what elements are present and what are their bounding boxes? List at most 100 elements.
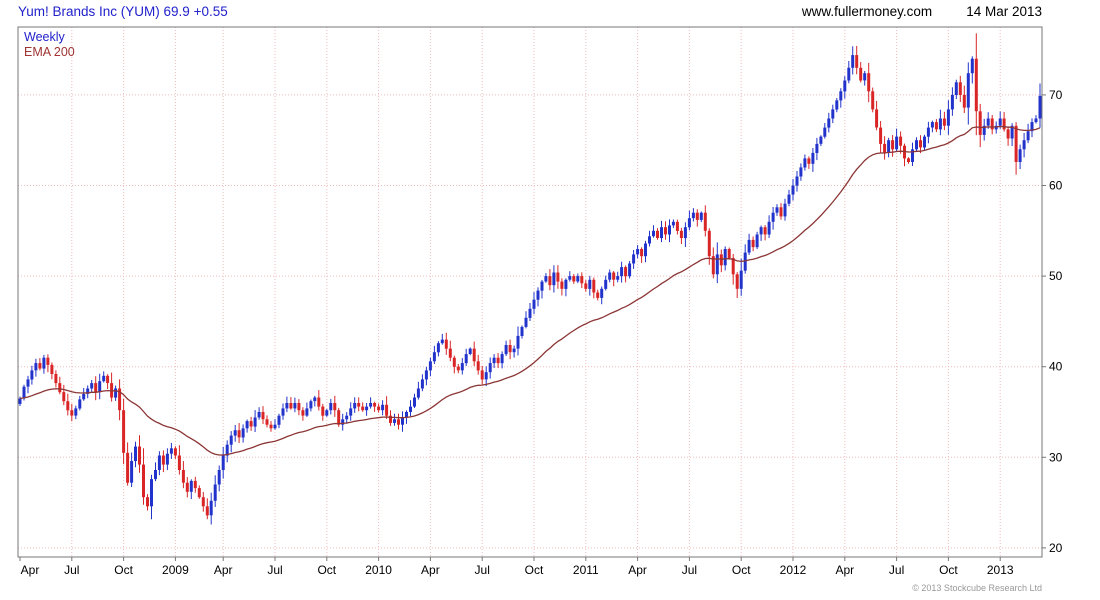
candle-body — [632, 254, 636, 264]
candle-body — [241, 428, 245, 438]
candle-body — [831, 109, 835, 119]
candle-body — [536, 290, 540, 300]
x-axis-label: Apr — [421, 563, 440, 577]
candle-body — [946, 109, 950, 126]
candle-body — [405, 412, 408, 418]
copyright-notice: © 2013 Stockcube Research Ltd — [912, 583, 1042, 593]
candle-body — [90, 383, 94, 389]
candle-body — [62, 392, 66, 402]
candle-body — [588, 279, 592, 289]
candle-body — [974, 58, 978, 112]
candle-body — [261, 412, 265, 420]
candle-body — [695, 212, 699, 220]
x-axis-label: Jul — [889, 563, 904, 577]
candle-body — [373, 403, 377, 407]
candle-body — [592, 279, 596, 293]
gridlines — [18, 27, 1042, 557]
x-axis-label: Apr — [835, 563, 854, 577]
site-url: www.fullermoney.com — [801, 4, 933, 19]
candle-body — [257, 412, 261, 418]
candle-body — [675, 221, 679, 231]
candle-body — [468, 348, 472, 354]
candle-body — [604, 279, 608, 289]
candle-body — [325, 410, 329, 416]
candle-body — [691, 212, 695, 219]
candle-body — [978, 111, 982, 135]
x-axis-label: 2013 — [987, 563, 1014, 577]
candle-body — [253, 417, 257, 427]
candle-body — [859, 67, 863, 81]
candle-body — [333, 403, 337, 411]
candle-body — [958, 82, 962, 95]
candle-body — [608, 272, 612, 280]
candle-body — [938, 118, 942, 130]
candle-body — [544, 276, 548, 282]
candle-body — [357, 403, 361, 407]
candle-body — [34, 363, 38, 371]
candle-body — [683, 227, 687, 239]
candle-body — [600, 288, 604, 298]
candle-body — [305, 408, 309, 416]
candle-body — [970, 58, 974, 74]
candle-body — [476, 361, 480, 371]
candle-body — [1002, 118, 1006, 130]
chart-date: 14 Mar 2013 — [966, 4, 1042, 19]
x-axis-label: 2012 — [780, 563, 807, 577]
candle-body — [301, 410, 305, 416]
candle-body — [803, 158, 807, 168]
candle-body — [165, 453, 169, 465]
candle-body — [82, 393, 86, 400]
candle-body — [791, 185, 795, 195]
candle-body — [173, 448, 177, 456]
candle-body — [664, 227, 667, 235]
candle-body — [18, 398, 22, 404]
candle-body — [273, 424, 277, 429]
legend-timeframe: Weekly — [24, 30, 65, 44]
candle-body — [106, 375, 110, 383]
candle-body — [644, 243, 647, 257]
candle-body — [269, 424, 273, 429]
candle-body — [22, 386, 26, 399]
candle-body — [237, 430, 241, 438]
candle-body — [249, 421, 253, 427]
candle-body — [911, 149, 914, 162]
candle-body — [225, 444, 229, 456]
candle-body — [783, 203, 787, 217]
candle-body — [1010, 125, 1014, 139]
candle-body — [779, 207, 783, 217]
candle-body — [205, 506, 209, 516]
candle-body — [488, 363, 492, 373]
candle-body — [154, 470, 157, 480]
x-axis: Apr Jul Oct 2009 Apr Jul Oct 2010 Apr Jul Oct 2011 A… — [19, 557, 1014, 577]
candle-body — [699, 212, 703, 220]
candle-body — [30, 370, 34, 380]
candle-body — [134, 446, 137, 461]
candle-body — [472, 348, 476, 362]
candle-body — [1006, 129, 1010, 139]
candle-body — [277, 415, 281, 425]
candle-body — [556, 272, 560, 282]
candle-body — [596, 292, 600, 298]
candle-body — [942, 118, 946, 126]
candle-body — [775, 207, 779, 213]
candle-body — [767, 221, 771, 235]
candle-body — [229, 435, 233, 445]
candle-body — [1026, 131, 1030, 141]
candle-body — [891, 140, 895, 150]
candle-body — [516, 335, 520, 349]
candle-body — [771, 212, 775, 222]
candle-body — [580, 276, 584, 284]
candle-body — [361, 406, 365, 411]
x-axis-label: Oct — [317, 563, 336, 577]
x-axis-label: Oct — [114, 563, 133, 577]
candle-body — [934, 122, 938, 130]
candle-body — [994, 125, 998, 130]
candle-body — [520, 326, 524, 336]
candle-body — [759, 227, 763, 235]
candle-body — [751, 239, 755, 248]
candle-body — [169, 448, 173, 454]
candle-body — [735, 274, 739, 289]
candle-body — [895, 136, 899, 150]
candle-body — [289, 403, 293, 409]
y-axis: 20 30 40 50 60 70 — [1042, 88, 1063, 555]
